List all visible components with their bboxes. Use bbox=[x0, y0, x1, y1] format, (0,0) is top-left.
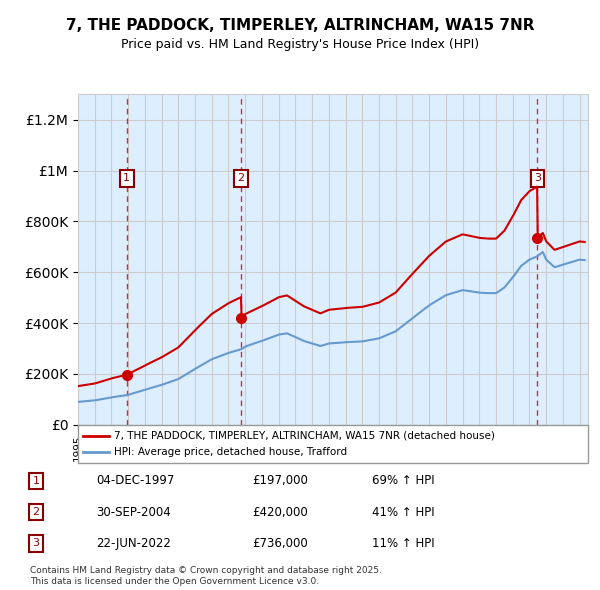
Text: £420,000: £420,000 bbox=[252, 506, 308, 519]
Text: 7, THE PADDOCK, TIMPERLEY, ALTRINCHAM, WA15 7NR: 7, THE PADDOCK, TIMPERLEY, ALTRINCHAM, W… bbox=[66, 18, 534, 32]
Text: 3: 3 bbox=[32, 538, 40, 548]
Text: HPI: Average price, detached house, Trafford: HPI: Average price, detached house, Traf… bbox=[114, 447, 347, 457]
Text: 2: 2 bbox=[32, 507, 40, 517]
Text: 3: 3 bbox=[534, 173, 541, 183]
Text: Price paid vs. HM Land Registry's House Price Index (HPI): Price paid vs. HM Land Registry's House … bbox=[121, 38, 479, 51]
Text: 1: 1 bbox=[32, 476, 40, 486]
Text: £197,000: £197,000 bbox=[252, 474, 308, 487]
Text: Contains HM Land Registry data © Crown copyright and database right 2025.
This d: Contains HM Land Registry data © Crown c… bbox=[30, 566, 382, 586]
Text: 11% ↑ HPI: 11% ↑ HPI bbox=[372, 537, 434, 550]
Text: 2: 2 bbox=[238, 173, 245, 183]
Text: 41% ↑ HPI: 41% ↑ HPI bbox=[372, 506, 434, 519]
Text: 1: 1 bbox=[124, 173, 130, 183]
Text: 7, THE PADDOCK, TIMPERLEY, ALTRINCHAM, WA15 7NR (detached house): 7, THE PADDOCK, TIMPERLEY, ALTRINCHAM, W… bbox=[114, 431, 494, 441]
Text: 69% ↑ HPI: 69% ↑ HPI bbox=[372, 474, 434, 487]
Text: £736,000: £736,000 bbox=[252, 537, 308, 550]
Text: 22-JUN-2022: 22-JUN-2022 bbox=[96, 537, 171, 550]
Text: 30-SEP-2004: 30-SEP-2004 bbox=[96, 506, 171, 519]
Text: 04-DEC-1997: 04-DEC-1997 bbox=[96, 474, 175, 487]
FancyBboxPatch shape bbox=[78, 425, 588, 463]
